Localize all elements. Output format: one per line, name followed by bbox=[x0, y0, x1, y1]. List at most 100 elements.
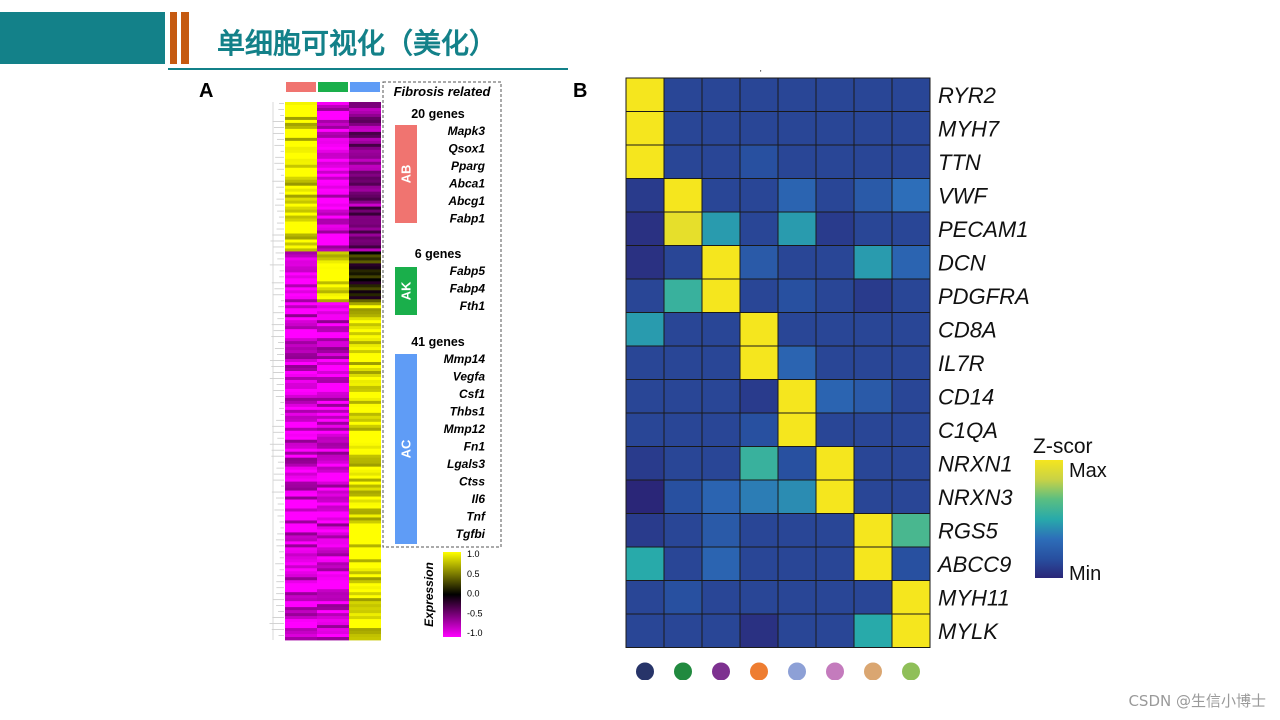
legend-min-label: Min bbox=[1069, 563, 1101, 585]
heatmap-cell bbox=[701, 613, 741, 648]
heatmap-cell bbox=[285, 397, 317, 402]
heatmap-cell bbox=[349, 565, 381, 569]
heatmap-cell bbox=[349, 278, 381, 282]
gene-label: Tnf bbox=[466, 510, 486, 524]
gene-label: Qsox1 bbox=[448, 142, 485, 156]
heatmap-cell bbox=[349, 637, 381, 641]
heatmap-cell bbox=[349, 287, 381, 291]
heatmap-cell bbox=[317, 451, 349, 456]
heatmap-cell bbox=[777, 211, 817, 246]
heatmap-cell bbox=[285, 167, 317, 172]
heatmap-cell bbox=[777, 278, 817, 313]
heatmap-cell bbox=[349, 248, 381, 252]
heatmap-cell bbox=[349, 532, 381, 536]
heatmap-cell bbox=[349, 134, 381, 139]
heatmap-cell bbox=[285, 505, 317, 509]
heatmap-cell bbox=[317, 152, 349, 157]
heatmap-cell bbox=[285, 607, 317, 611]
heatmap-cell bbox=[317, 562, 349, 566]
heatmap-cell bbox=[285, 541, 317, 545]
heatmap-cell bbox=[701, 111, 741, 146]
heatmap-cell bbox=[317, 589, 349, 593]
heatmap-cell bbox=[285, 610, 317, 614]
heatmap-cell bbox=[349, 487, 381, 491]
heatmap-cell bbox=[317, 320, 349, 324]
heatmap-cell bbox=[701, 144, 741, 179]
heatmap-cell bbox=[853, 77, 893, 112]
heatmap-cell bbox=[285, 149, 317, 154]
heatmap-cell bbox=[285, 173, 317, 178]
cluster-dots bbox=[636, 662, 920, 680]
heatmap-cell bbox=[625, 379, 665, 414]
heatmap-cell bbox=[853, 580, 893, 615]
expression-legend: 1.0 0.5 0.0 -0.5 -1.0 Expression bbox=[422, 549, 483, 638]
heatmap-cell bbox=[285, 356, 317, 360]
heatmap-cell bbox=[317, 475, 349, 479]
heatmap-cell bbox=[285, 104, 317, 109]
cluster-color-bar-ab bbox=[286, 82, 316, 92]
heatmap-cell bbox=[285, 499, 317, 503]
heatmap-cell bbox=[285, 137, 317, 142]
heatmap-cell bbox=[349, 347, 381, 351]
gene-row-label: MYH7 bbox=[938, 116, 1000, 141]
heatmap-cell bbox=[349, 388, 381, 393]
gene-row-label: NRXN1 bbox=[938, 451, 1013, 476]
heatmap-cell bbox=[317, 197, 349, 202]
heatmap-cell bbox=[349, 284, 381, 288]
heatmap-cell bbox=[285, 128, 317, 133]
cluster-dot bbox=[826, 662, 844, 680]
heatmap-cell bbox=[317, 176, 349, 181]
heatmap-cell bbox=[349, 269, 381, 273]
heatmap-cell bbox=[317, 436, 349, 441]
heatmap-cell bbox=[349, 173, 381, 178]
panel-b-label: B bbox=[573, 80, 588, 102]
heatmap-cell bbox=[349, 610, 381, 614]
heatmap-cell bbox=[853, 479, 893, 514]
heatmap-cell bbox=[317, 215, 349, 219]
heatmap-cell bbox=[815, 211, 855, 246]
heatmap-cell bbox=[349, 574, 381, 578]
heatmap-cell bbox=[317, 326, 349, 330]
heatmap-cell bbox=[663, 379, 703, 414]
heatmap-cell bbox=[317, 155, 349, 160]
heatmap-cell bbox=[349, 152, 381, 157]
heatmap-cell bbox=[285, 400, 317, 405]
heatmap-cell bbox=[317, 526, 349, 530]
heatmap-cell bbox=[701, 580, 741, 615]
heatmap-cell bbox=[625, 245, 665, 280]
heatmap-cell bbox=[739, 613, 779, 648]
heatmap-cell bbox=[815, 345, 855, 380]
gene-row-label: C1QA bbox=[938, 418, 998, 443]
heatmap-cell bbox=[625, 546, 665, 581]
heatmap-cell bbox=[349, 460, 381, 465]
heatmap-cell bbox=[317, 412, 349, 417]
heatmap-cell bbox=[317, 350, 349, 354]
heatmap-cell bbox=[349, 329, 381, 333]
heatmap-cell bbox=[317, 403, 349, 408]
heatmap-cell bbox=[663, 312, 703, 347]
heatmap-cell bbox=[815, 613, 855, 648]
heatmap-cell bbox=[285, 269, 317, 273]
heatmap-cell bbox=[853, 211, 893, 246]
gene-row-label: NRXN3 bbox=[938, 485, 1013, 510]
heatmap-cell bbox=[663, 513, 703, 548]
heatmap-cell bbox=[317, 397, 349, 402]
heatmap-cell bbox=[701, 245, 741, 280]
heatmap-cell bbox=[891, 345, 931, 380]
heatmap-cell bbox=[349, 332, 381, 336]
heatmap-cell bbox=[349, 379, 381, 384]
group-label-ab: AB bbox=[399, 165, 414, 184]
heatmap-cell bbox=[285, 394, 317, 399]
heatmap-cell bbox=[317, 236, 349, 240]
heatmap-cell bbox=[285, 604, 317, 608]
heatmap-cell bbox=[317, 257, 349, 261]
heatmap-cell bbox=[349, 311, 381, 315]
heatmap-cell bbox=[349, 215, 381, 219]
heatmap-cell bbox=[349, 445, 381, 450]
heatmap-cell bbox=[349, 583, 381, 587]
heatmap-cell bbox=[349, 341, 381, 345]
heatmap-cell bbox=[317, 463, 349, 468]
heatmap-cell bbox=[285, 619, 317, 623]
heatmap-cell bbox=[285, 176, 317, 181]
heatmap-cell bbox=[317, 553, 349, 557]
